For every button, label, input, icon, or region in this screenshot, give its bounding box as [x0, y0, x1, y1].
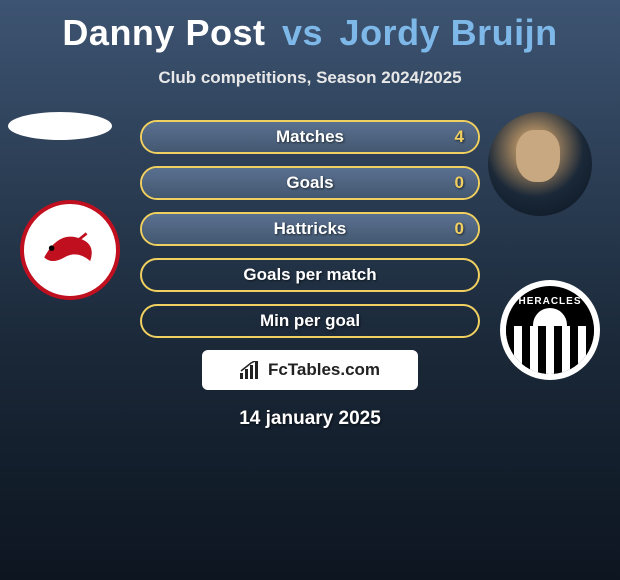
- attribution-text: FcTables.com: [268, 360, 380, 380]
- player1-club-badge: [20, 200, 120, 300]
- stat-label: Goals: [286, 173, 333, 193]
- stat-row-min-per-goal: Min per goal: [140, 304, 480, 338]
- stat-row-goals-per-match: Goals per match: [140, 258, 480, 292]
- player1-photo: [8, 112, 112, 140]
- stat-value: 4: [455, 127, 464, 147]
- subtitle: Club competitions, Season 2024/2025: [0, 68, 620, 88]
- stat-label: Hattricks: [274, 219, 347, 239]
- stat-row-hattricks: Hattricks 0: [140, 212, 480, 246]
- club-right-label: HERACLES: [506, 296, 594, 307]
- stat-bars: Matches 4 Goals 0 Hattricks 0 Goals per …: [140, 120, 480, 338]
- stat-row-matches: Matches 4: [140, 120, 480, 154]
- attribution-box: FcTables.com: [202, 350, 418, 390]
- player1-name: Danny Post: [62, 12, 265, 53]
- chart-icon: [240, 361, 262, 379]
- player2-name: Jordy Bruijn: [340, 12, 558, 53]
- stat-value: 0: [455, 219, 464, 239]
- player2-club-badge: HERACLES: [500, 280, 600, 380]
- player2-photo: [488, 112, 592, 216]
- stat-row-goals: Goals 0: [140, 166, 480, 200]
- vs-text: vs: [282, 12, 323, 53]
- date-text: 14 january 2025: [0, 408, 620, 430]
- stat-label: Goals per match: [243, 265, 376, 285]
- content-area: HERACLES Matches 4 Goals 0 Hattricks 0 G…: [0, 120, 620, 430]
- comparison-title: Danny Post vs Jordy Bruijn: [0, 0, 620, 54]
- stat-label: Matches: [276, 127, 344, 147]
- stat-label: Min per goal: [260, 311, 360, 331]
- stat-value: 0: [455, 173, 464, 193]
